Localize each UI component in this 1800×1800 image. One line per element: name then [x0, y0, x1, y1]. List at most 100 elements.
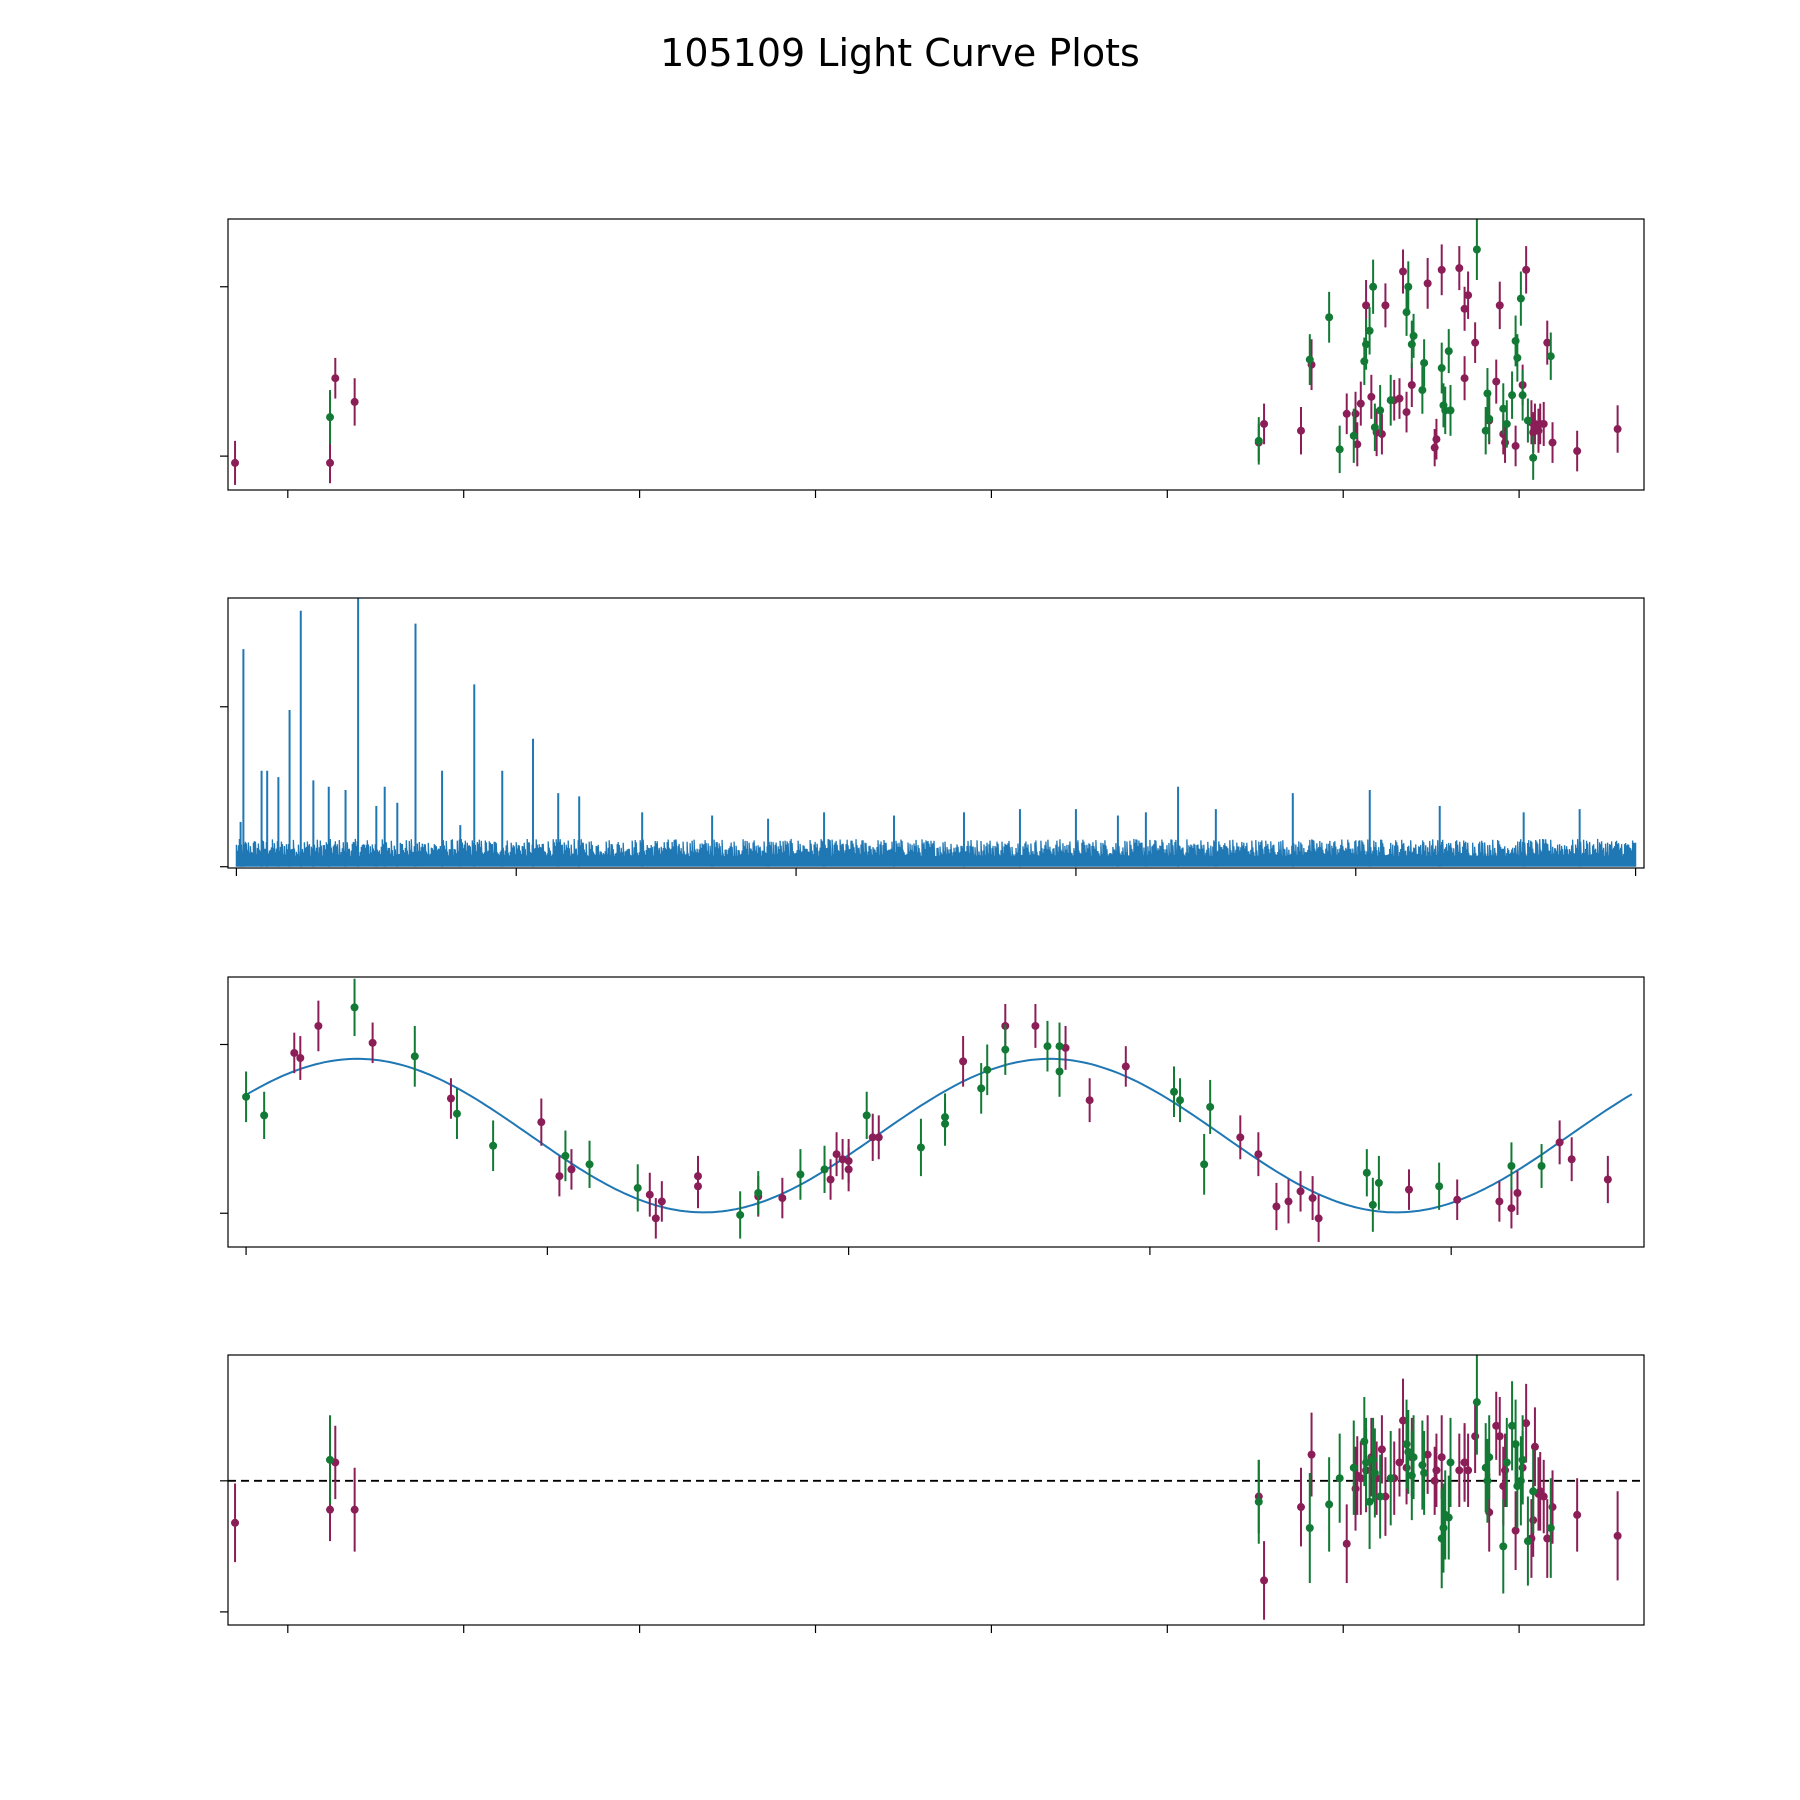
green-data-point: [1439, 1524, 1448, 1533]
red-data-point: [1432, 435, 1441, 444]
green-data-point: [1409, 1453, 1418, 1462]
green-data-point: [1362, 1458, 1371, 1467]
red-data-point: [1511, 441, 1520, 450]
red-data-point: [231, 1518, 240, 1527]
red-data-point: [1567, 1155, 1576, 1164]
red-data-point: [1308, 1194, 1317, 1203]
red-data-point: [1543, 338, 1552, 347]
green-data-point: [796, 1170, 805, 1179]
green-data-point: [1499, 404, 1508, 413]
green-data-point: [1511, 1440, 1520, 1449]
red-data-point: [1539, 1492, 1548, 1501]
figure-title: 105109 Light Curve Plots: [660, 31, 1140, 75]
red-data-point: [1455, 264, 1464, 273]
green-data-point: [452, 1109, 461, 1118]
green-data-point: [260, 1111, 269, 1120]
green-data-point: [1499, 1542, 1508, 1551]
lightcurve-axes-frame: [227, 218, 1645, 491]
green-data-point: [1254, 1497, 1263, 1506]
green-data-point: [633, 1183, 642, 1192]
red-data-point: [1513, 1189, 1522, 1197]
red-data-point: [1351, 1484, 1360, 1493]
red-data-point: [1399, 1416, 1408, 1425]
green-data-point: [1446, 406, 1455, 415]
red-data-point: [1399, 267, 1408, 276]
red-data-point: [1260, 419, 1269, 428]
red-data-point: [1296, 1187, 1305, 1196]
green-data-point: [1404, 1447, 1413, 1456]
green-data-point: [1518, 1455, 1527, 1464]
lightcurve-panel: [220, 218, 1645, 498]
red-data-point: [1423, 1450, 1432, 1459]
green-data-point: [1365, 326, 1374, 335]
green-data-point: [1481, 426, 1490, 435]
red-data-point: [1296, 426, 1305, 435]
red-data-point: [1507, 1204, 1516, 1213]
green-data-point: [326, 1455, 335, 1464]
green-data-point: [1483, 389, 1492, 398]
red-data-point: [1495, 301, 1504, 310]
red-data-point: [1530, 1442, 1539, 1451]
red-data-point: [1460, 1458, 1469, 1467]
green-data-point: [1444, 347, 1453, 356]
periodogram-panel: [220, 597, 1645, 876]
green-data-point: [1176, 1096, 1185, 1105]
green-data-point: [1516, 294, 1525, 303]
red-data-point: [1342, 1539, 1351, 1548]
green-data-point: [1365, 1497, 1374, 1506]
green-data-point: [1513, 353, 1522, 362]
green-data-point: [1546, 352, 1555, 361]
red-data-point: [350, 397, 359, 406]
red-data-point: [1395, 1458, 1404, 1467]
green-data-point: [1508, 1421, 1517, 1430]
green-data-point: [410, 1052, 419, 1061]
phased-plot-area: [242, 978, 1633, 1242]
green-data-point: [1369, 282, 1378, 291]
green-data-point: [1369, 1455, 1378, 1464]
green-data-point: [350, 1003, 359, 1012]
green-data-point: [1170, 1087, 1179, 1096]
green-data-point: [1446, 1458, 1455, 1467]
green-data-point: [1537, 1162, 1546, 1170]
red-data-point: [1377, 1445, 1386, 1454]
green-data-point: [1546, 1524, 1555, 1533]
red-data-point: [651, 1214, 660, 1223]
red-data-point: [868, 1133, 877, 1142]
green-data-point: [1507, 1162, 1516, 1170]
green-data-point: [1483, 1476, 1492, 1485]
green-data-point: [1420, 358, 1429, 367]
red-data-point: [1522, 265, 1531, 274]
red-data-point: [1495, 1197, 1504, 1206]
red-data-point: [1272, 1202, 1281, 1211]
green-data-point: [326, 413, 335, 422]
red-data-point: [645, 1190, 654, 1199]
red-data-point: [1464, 291, 1473, 300]
red-data-point: [1121, 1062, 1130, 1071]
green-data-point: [1360, 1437, 1369, 1446]
green-data-point: [1043, 1042, 1052, 1051]
red-data-point: [826, 1175, 835, 1184]
red-data-point: [1501, 1466, 1510, 1475]
red-data-point: [1423, 279, 1432, 288]
green-data-point: [1402, 308, 1411, 317]
green-data-point: [1200, 1160, 1209, 1169]
green-data-point: [1305, 355, 1314, 364]
red-data-point: [1555, 1138, 1564, 1147]
green-data-point: [1368, 1200, 1377, 1209]
green-data-point: [1485, 414, 1494, 423]
red-data-point: [326, 458, 335, 467]
green-data-point: [1485, 1453, 1494, 1462]
green-data-point: [1437, 364, 1446, 373]
red-data-point: [693, 1172, 702, 1181]
green-data-point: [1402, 1440, 1411, 1449]
red-data-point: [1430, 443, 1439, 452]
red-data-point: [1573, 447, 1582, 456]
red-data-point: [1511, 1526, 1520, 1535]
green-data-point: [1362, 340, 1371, 349]
green-data-point: [1001, 1045, 1010, 1054]
red-data-point: [1432, 1466, 1441, 1475]
green-data-point: [1418, 386, 1427, 395]
green-data-point: [1370, 1468, 1379, 1477]
green-data-point: [1472, 245, 1481, 254]
red-data-point: [1495, 1432, 1504, 1441]
